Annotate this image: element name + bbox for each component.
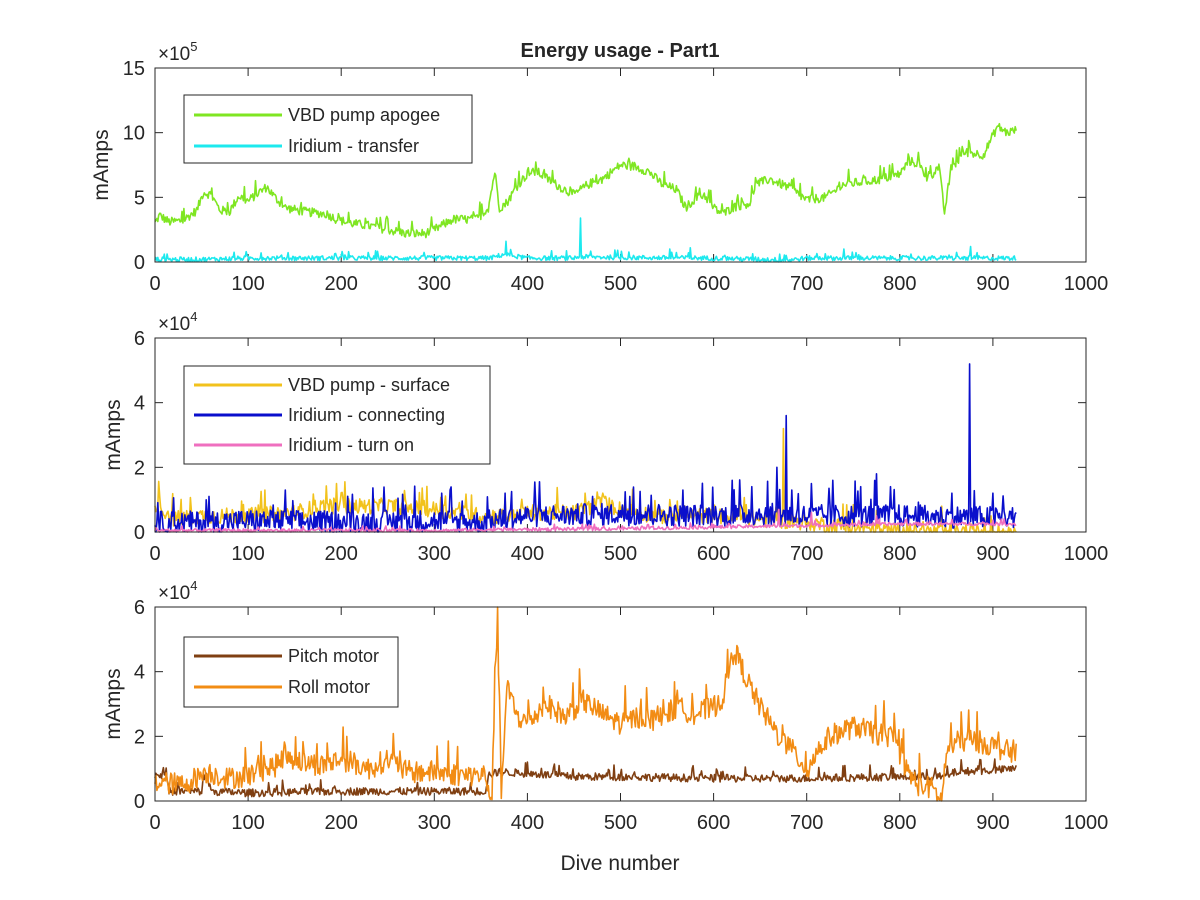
legend-label-roll-motor: Roll motor [288,677,370,697]
figure-title: Energy usage - Part1 [521,40,720,62]
subplot-2-xtick-label: 800 [883,543,916,565]
subplot-2: 0 100 200 300 400 500 600 700 800 900 1000 0 2 4 6 mAm… [102,309,1108,565]
subplot-2-xtick-label: 600 [697,543,730,565]
subplot-1-series [154,122,1017,263]
subplot-1-legend: VBD pump apogee Iridium - transfer [183,94,473,164]
legend-label-vbd-pump-apogee: VBD pump apogee [288,105,440,125]
subplot-1-xtick-label: 800 [883,273,916,295]
subplot-3-ytick-label: 4 [134,662,145,684]
subplot-3-ytick-label: 0 [134,791,145,813]
subplot-3-ylabel: mAmps [102,668,125,739]
subplot-2-xtick-label: 100 [231,543,264,565]
subplot-3-axes-box [154,606,1087,802]
series-line-iridium-connecting [154,363,1017,533]
subplot-3-xtick-label: 700 [790,812,823,834]
subplot-1-xtick-label: 0 [149,273,160,295]
legend-label-vbd-pump-surface: VBD pump - surface [288,375,450,395]
subplot-2-ytick-label: 2 [134,457,145,479]
subplot-2-legend: VBD pump - surface Iridium - connecting … [183,365,491,465]
subplot-1-ticks: 0 100 200 300 400 500 600 700 800 900 1000 0 5 10 15 [123,58,1109,295]
subplot-2-xtick-label: 200 [325,543,358,565]
subplot-1-ytick-label: 10 [123,123,145,145]
subplot-1-xtick-label: 100 [231,273,264,295]
series-line-roll-motor [154,606,1017,802]
subplot-1-xtick-label: 200 [325,273,358,295]
subplot-1-legend-box [183,94,473,164]
subplot-3-legend: Pitch motor Roll motor [183,636,399,708]
subplot-1-ytick-label: 0 [134,252,145,274]
series-line-iridium-turn-on [154,508,1017,533]
subplot-3-exponent: ×104 [158,578,197,604]
subplot-3-ytick-label: 6 [134,597,145,619]
subplot-3-xtick-label: 0 [149,812,160,834]
subplot-1-axes-box [154,67,1087,263]
subplot-3-xtick-label: 300 [418,812,451,834]
subplot-3-xtick-label: 800 [883,812,916,834]
subplot-1-xtick-label: 900 [976,273,1009,295]
subplot-2-xtick-label: 400 [511,543,544,565]
subplot-1-ytick-label: 15 [123,58,145,80]
subplot-3-xtick-label: 400 [511,812,544,834]
subplot-3-xtick-label: 200 [325,812,358,834]
subplot-1-xtick-label: 700 [790,273,823,295]
subplot-3-legend-box [183,636,399,708]
subplot-1-ytick-label: 5 [134,187,145,209]
subplot-2-ytick-label: 4 [134,393,145,415]
subplot-3-xtick-label: 500 [604,812,637,834]
subplot-3-xtick-label: 600 [697,812,730,834]
subplot-1-xtick-label: 300 [418,273,451,295]
series-line-iridium-transfer [154,217,1017,263]
subplot-1-xtick-label: 600 [697,273,730,295]
legend-label-pitch-motor: Pitch motor [288,646,379,666]
subplot-1-xtick-label: 400 [511,273,544,295]
subplot-2-ticks: 0 100 200 300 400 500 600 700 800 900 1000 0 2 4 6 [134,328,1108,565]
subplot-3-xtick-label: 900 [976,812,1009,834]
subplot-2-ytick-label: 0 [134,522,145,544]
subplot-2-xtick-label: 0 [149,543,160,565]
legend-label-iridium-transfer: Iridium - transfer [288,136,419,156]
legend-label-iridium-turn-on: Iridium - turn on [288,435,414,455]
subplot-1-exponent: ×105 [158,39,197,65]
legend-label-iridium-connecting: Iridium - connecting [288,405,445,425]
subplot-2-xtick-label: 500 [604,543,637,565]
subplot-1-xtick-label: 1000 [1064,273,1109,295]
subplot-2-xtick-label: 300 [418,543,451,565]
series-line-pitch-motor [154,758,1017,798]
subplot-2-series [154,363,1017,533]
subplot-2-ylabel: mAmps [102,399,125,470]
subplot-2-xtick-label: 700 [790,543,823,565]
subplot-3-xlabel: Dive number [560,852,679,875]
subplot-2-axes-box [154,337,1087,533]
subplot-1-xtick-label: 500 [604,273,637,295]
subplot-3-ticks: 0 100 200 300 400 500 600 700 800 900 1000 0 2 4 6 [134,597,1108,834]
subplot-2-xtick-label: 1000 [1064,543,1109,565]
subplot-2-exponent: ×104 [158,309,197,335]
subplot-3-ytick-label: 2 [134,726,145,748]
subplot-2-ytick-label: 6 [134,328,145,350]
subplot-1: 0 100 200 300 400 500 600 700 800 900 1000 0 5 10 15 m… [90,39,1108,295]
series-line-vbd-pump-apogee [154,122,1017,239]
subplot-3-xtick-label: 100 [231,812,264,834]
subplot-3: 0 100 200 300 400 500 600 700 800 900 1000 0 2 4 6 mAm… [102,578,1108,875]
subplot-1-ylabel: mAmps [90,129,113,200]
subplot-2-xtick-label: 900 [976,543,1009,565]
subplot-3-xtick-label: 1000 [1064,812,1109,834]
subplot-3-series [154,606,1017,802]
